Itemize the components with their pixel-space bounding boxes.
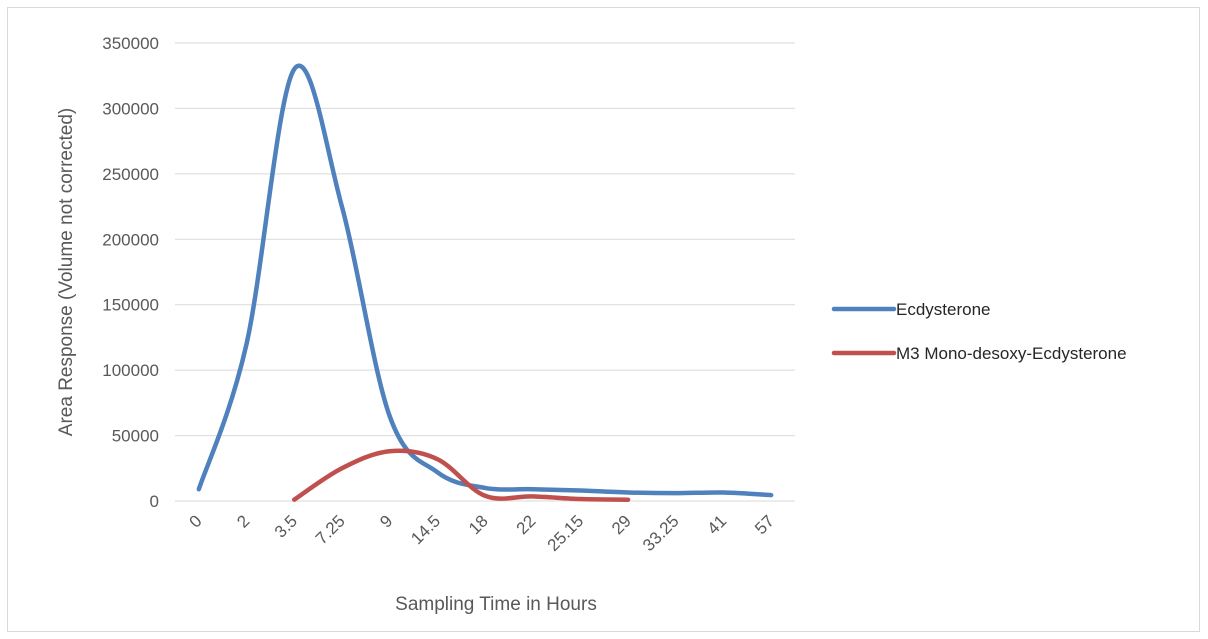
- x-tick-label: 41: [703, 511, 730, 538]
- y-tick-label: 100000: [102, 361, 159, 380]
- chart-frame: [7, 7, 1200, 632]
- x-tick-label: 18: [465, 511, 492, 538]
- x-tick-label: 2: [233, 511, 253, 531]
- x-tick-label: 9: [376, 511, 396, 531]
- y-tick-label: 250000: [102, 165, 159, 184]
- legend-label-ecdysterone: Ecdysterone: [896, 300, 991, 319]
- y-tick-label: 0: [150, 492, 159, 511]
- y-axis-ticks: 0 50000 100000 150000 200000 250000 300000 3500…: [102, 34, 159, 511]
- y-tick-label: 150000: [102, 296, 159, 315]
- x-tick-label: 0: [186, 511, 206, 531]
- legend: Ecdysterone M3 Mono-desoxy-Ecdysterone: [831, 300, 1127, 363]
- x-tick-label: 33.25: [639, 511, 683, 555]
- series-lines: [196, 63, 774, 502]
- x-tick-label: 7.25: [312, 511, 349, 548]
- x-tick-label: 25.15: [544, 511, 588, 555]
- series-line-ecdysterone: [196, 63, 774, 498]
- y-tick-label: 350000: [102, 34, 159, 53]
- x-axis-ticks: 0 2 3.5 7.25 9 14.5 18 22 25.15 29 33.25 41 57: [186, 511, 778, 555]
- x-tick-label: 22: [513, 511, 540, 538]
- x-axis-title: Sampling Time in Hours: [395, 594, 597, 615]
- x-tick-label: 57: [751, 511, 778, 538]
- x-tick-label: 14.5: [407, 511, 444, 548]
- x-tick-label: 29: [608, 511, 635, 538]
- y-tick-label: 300000: [102, 99, 159, 118]
- legend-label-m3-mono-desoxy-ecdysterone: M3 Mono-desoxy-Ecdysterone: [896, 344, 1127, 363]
- y-tick-label: 50000: [112, 427, 159, 446]
- x-tick-label: 3.5: [271, 511, 301, 541]
- y-axis-title: Area Response (Volume not corrected): [56, 108, 77, 436]
- y-tick-label: 200000: [102, 230, 159, 249]
- series-line-m3-mono-desoxy-ecdysterone: [291, 448, 631, 502]
- gridlines: [175, 42, 795, 502]
